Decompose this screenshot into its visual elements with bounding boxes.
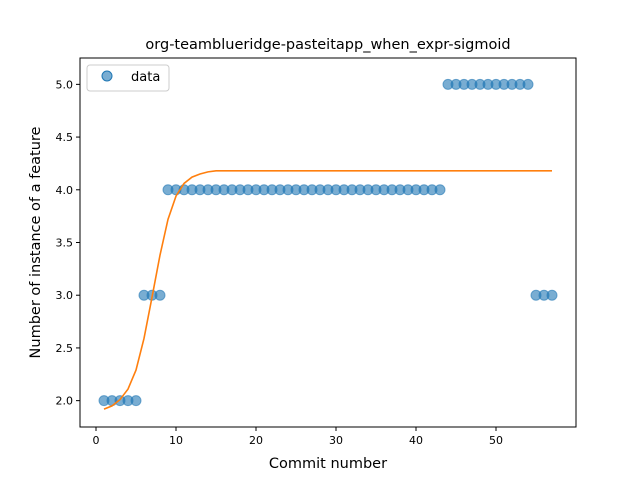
y-tick-label: 2.5	[56, 342, 74, 355]
y-tick-label: 3.5	[56, 237, 74, 250]
data-point	[434, 184, 446, 196]
y-axis-label: Number of instance of a feature	[28, 126, 44, 358]
y-axis: 2.0 2.5 3.0 3.5 4.0 4.5 5.0	[56, 78, 80, 408]
legend-marker-data	[101, 70, 113, 82]
chart-title: org-teamblueridge-pasteitapp_when_expr-s…	[145, 37, 510, 53]
plot-area	[98, 78, 558, 410]
legend: data	[86, 64, 170, 92]
x-axis: 0 10 20 30 40 50	[93, 427, 503, 447]
x-tick-label: 0	[93, 434, 100, 447]
legend-label-data: data	[131, 70, 160, 85]
y-tick-label: 4.0	[56, 184, 74, 197]
data-point	[154, 289, 166, 301]
x-tick-label: 50	[489, 434, 503, 447]
x-tick-label: 40	[409, 434, 423, 447]
y-tick-label: 5.0	[56, 78, 74, 91]
x-tick-label: 30	[329, 434, 343, 447]
y-tick-label: 2.0	[56, 395, 74, 408]
y-tick-label: 3.0	[56, 289, 74, 302]
data-point	[522, 78, 534, 90]
y-tick-label: 4.5	[56, 131, 74, 144]
x-axis-label: Commit number	[269, 456, 387, 472]
x-tick-label: 10	[169, 434, 183, 447]
data-point	[130, 395, 142, 407]
sigmoid-fit-line	[103, 170, 552, 410]
x-tick-label: 20	[249, 434, 263, 447]
data-point	[546, 289, 558, 301]
